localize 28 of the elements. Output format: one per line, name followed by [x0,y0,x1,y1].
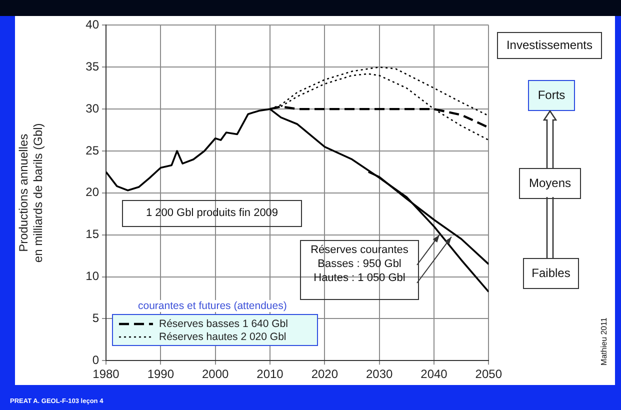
y-tick-label: 10 [86,269,100,284]
y-tick-label: 25 [86,143,100,158]
x-tick-label: 1980 [92,367,120,382]
y-tick-label: 40 [86,18,100,32]
y-axis-title: Productions annuelles en milliards de barils (Gbl) [16,123,45,263]
text: Mathieu 2011 [599,318,608,366]
y-tick-label: 0 [92,352,100,367]
text: Investissements [497,32,602,59]
text: Moyens [519,168,581,199]
y-tick-label: 35 [86,59,100,74]
annotation: 1 200 Gbl produits fin 2009 [122,200,302,227]
y-tick-label: 5 [92,310,100,325]
x-tick-label: 2000 [202,367,229,382]
x-tick-label: 2050 [475,367,502,382]
legend-label: Réserves hautes 2 020 Gbl [159,330,286,342]
y-tick-label: 15 [86,227,100,242]
text: Faibles [523,258,579,289]
legend-title: courantes et futures (attendues) [138,300,287,312]
x-tick-label: 2020 [311,367,338,382]
x-tick-label: 2030 [366,367,393,382]
x-tick-label: 1990 [147,367,174,382]
y-tick-label: 30 [86,101,100,116]
text: Forts [528,80,575,111]
legend-label: Réserves basses 1 640 Gbl [159,318,288,330]
x-tick-label: 2040 [420,367,448,382]
y-tick-label: 20 [86,185,100,200]
x-tick-label: 2010 [256,367,284,382]
annotation: Réserves courantes Basses : 950 Gbl Hautes : 1 050 Gbl [300,240,419,300]
